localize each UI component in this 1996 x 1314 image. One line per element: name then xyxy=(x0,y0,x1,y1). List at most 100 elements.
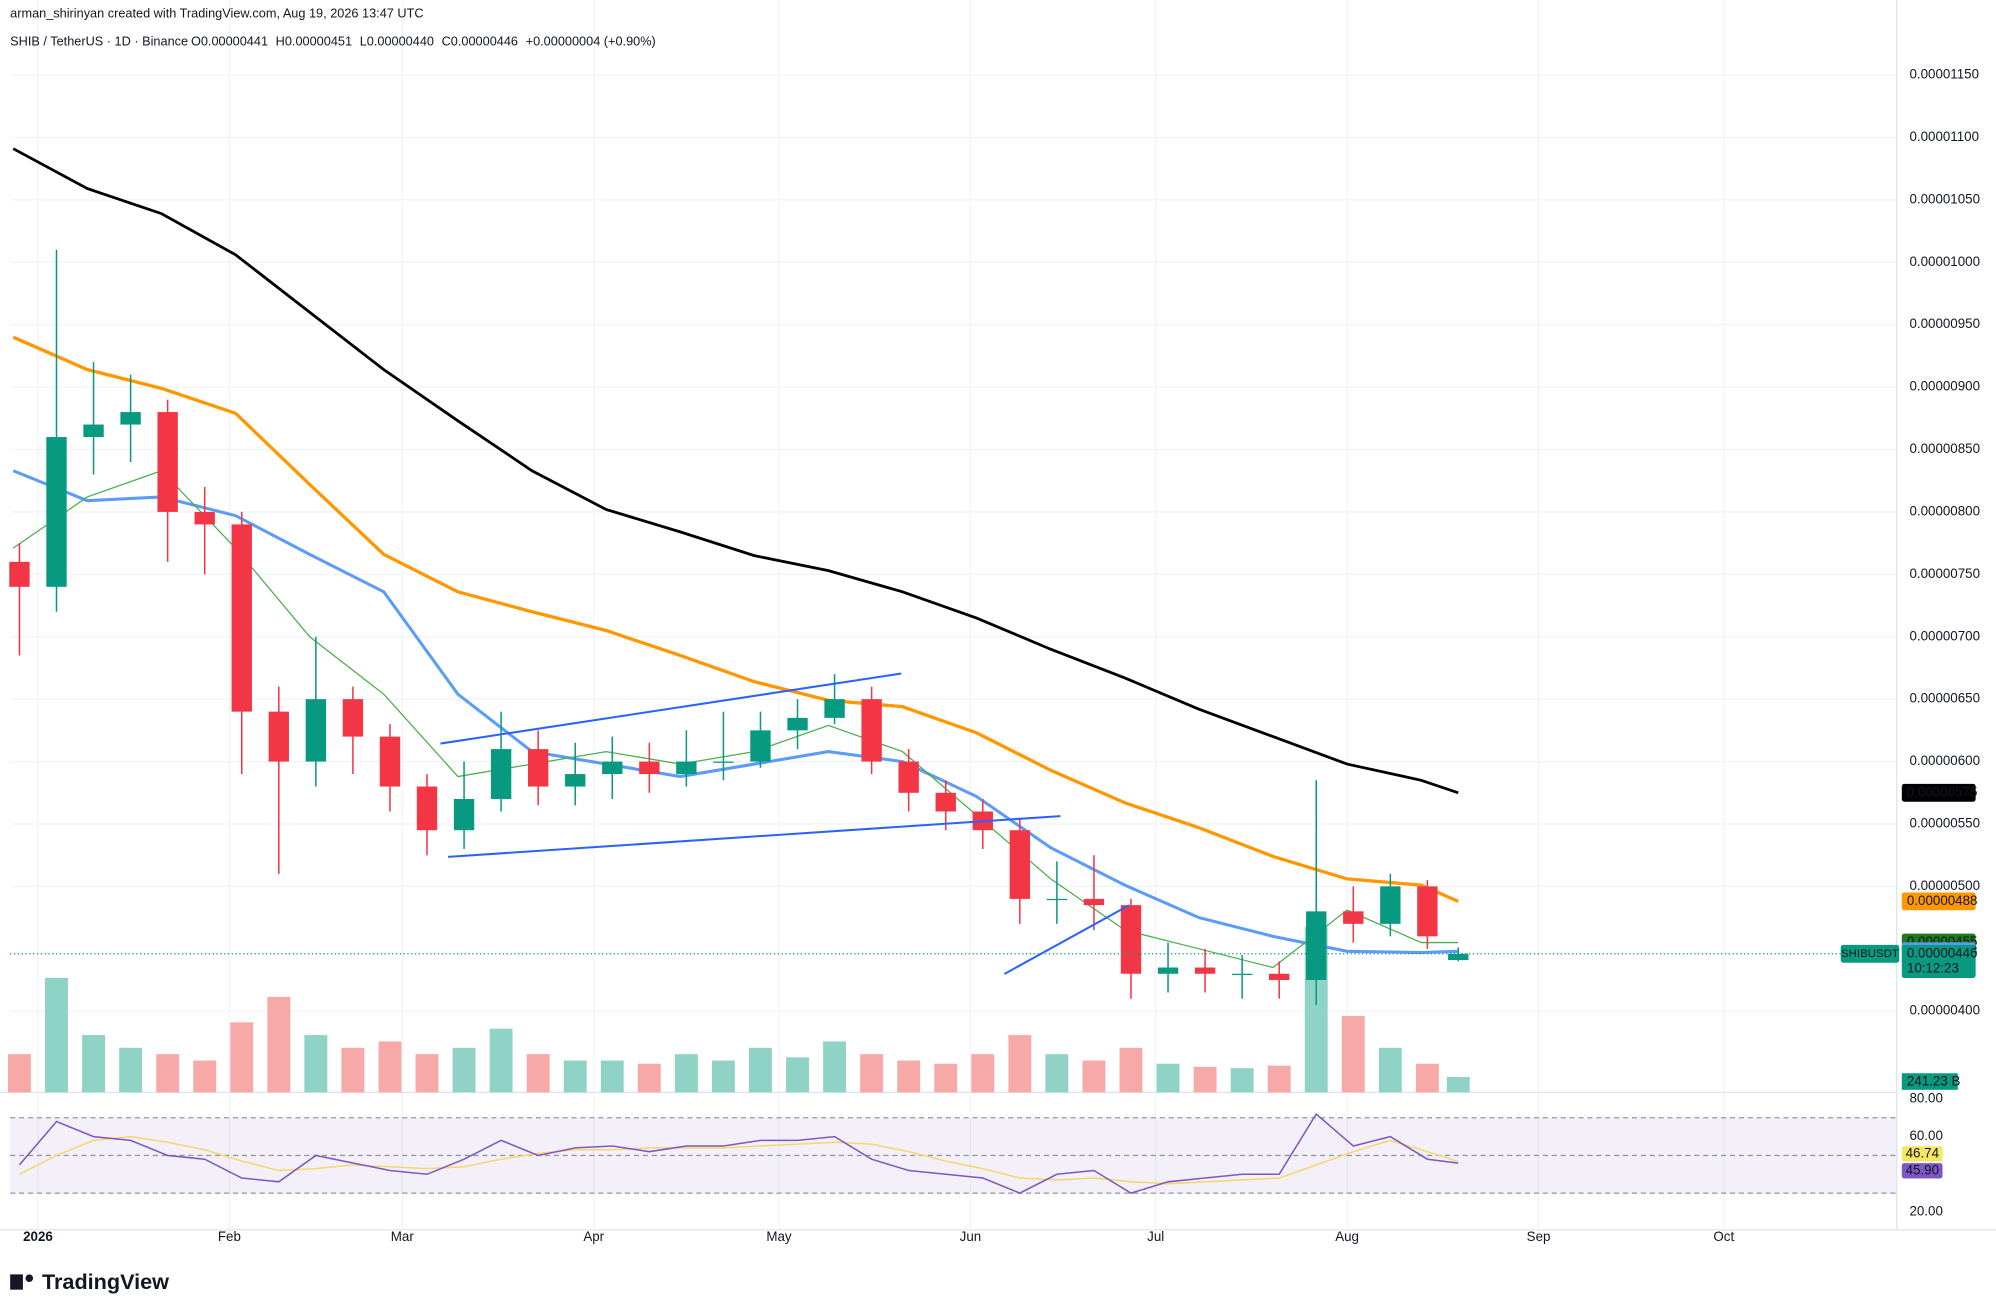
volume-bar xyxy=(1045,1054,1069,1093)
candle-body xyxy=(1157,967,1179,974)
ohlc-value: C0.00000446 xyxy=(442,34,518,49)
candle-body xyxy=(1380,886,1401,924)
volume-bar xyxy=(193,1060,217,1093)
moving-average xyxy=(12,147,1459,795)
volume-bar xyxy=(230,1022,254,1093)
volume-bar xyxy=(1008,1035,1032,1093)
volume-bar xyxy=(1119,1047,1143,1093)
volume-bar xyxy=(489,1028,513,1093)
x-tick-label: Mar xyxy=(391,1229,415,1244)
volume-bar xyxy=(786,1057,809,1093)
y-tick-label: 0.00001050 xyxy=(1909,191,1980,206)
volume-bar xyxy=(637,1063,661,1093)
volume-bar xyxy=(711,1060,735,1093)
volume-bar xyxy=(971,1054,995,1093)
candle-body xyxy=(861,699,882,762)
y-tick-label: 0.00001000 xyxy=(1909,254,1980,269)
candle-body xyxy=(527,749,549,787)
volume-bar xyxy=(156,1054,180,1093)
volume-bar xyxy=(415,1054,439,1093)
volume-pane xyxy=(7,926,1470,1093)
ohlc-value: O0.00000441 xyxy=(191,34,268,49)
price-label: 0.00000575 xyxy=(1907,784,1978,799)
price-label-bg xyxy=(1901,783,1976,802)
trend-line xyxy=(440,672,902,745)
volume-bar xyxy=(1082,1060,1106,1093)
candle-body xyxy=(1194,967,1216,974)
candle-body xyxy=(9,561,30,587)
y-tick-label: 0.00001100 xyxy=(1909,129,1979,144)
symbol: SHIB / TetherUS · 1D · Binance xyxy=(10,34,188,49)
candle-body xyxy=(231,524,252,712)
last-price-bg xyxy=(1901,944,1976,978)
ohlc-legend: O0.00000441 H0.00000451 L0.00000440 C0.0000… xyxy=(191,34,656,49)
rsi-band xyxy=(10,1117,1897,1195)
candle-body xyxy=(379,736,401,787)
volume-bar xyxy=(674,1054,698,1093)
trend-drawings xyxy=(440,672,1130,975)
y-tick-label: 0.00000600 xyxy=(1909,753,1980,768)
candle-body xyxy=(1269,973,1290,981)
volume-bar xyxy=(82,1035,106,1093)
candle-body xyxy=(787,717,808,731)
volume-bar xyxy=(1267,1065,1291,1093)
volume-bar xyxy=(934,1063,958,1093)
symbol-tag-bg xyxy=(1840,944,1900,963)
x-tick-label: Feb xyxy=(218,1229,241,1244)
candle-body xyxy=(750,730,771,762)
rsi-label-bg xyxy=(1901,1163,1943,1179)
trend-line xyxy=(448,815,1061,858)
rsi-label-bg xyxy=(1901,1146,1943,1162)
candle-body xyxy=(194,511,215,525)
y-tick-label: 0.00000900 xyxy=(1909,379,1980,394)
countdown: 10:12:23 xyxy=(1907,961,1959,976)
volume-bar xyxy=(1378,1047,1402,1093)
volume-bar xyxy=(526,1054,550,1093)
rsi-tick-label: 20.00 xyxy=(1909,1203,1942,1218)
volume-bar xyxy=(452,1047,476,1093)
y-tick-label: 0.00000950 xyxy=(1909,316,1980,331)
symbol-tag: SHIBUSDT xyxy=(1841,948,1899,960)
y-tick-label: 0.00000400 xyxy=(1909,1003,1980,1018)
volume-bar xyxy=(304,1035,328,1093)
x-tick-label: Aug xyxy=(1335,1229,1359,1244)
y-tick-label: 0.00000550 xyxy=(1909,816,1980,831)
candle-body xyxy=(342,699,364,737)
volume-bar xyxy=(1415,1063,1439,1093)
candle-body xyxy=(46,437,67,587)
x-tick-label: May xyxy=(766,1229,792,1244)
ohlc-value: H0.00000451 xyxy=(276,34,352,49)
x-tick-label: Sep xyxy=(1527,1229,1551,1244)
volume-bar xyxy=(378,1041,402,1093)
rsi-line xyxy=(18,1112,1459,1194)
x-tick-label: 2026 xyxy=(23,1229,53,1244)
candle-body xyxy=(1083,898,1105,906)
candle-body xyxy=(453,799,475,831)
ohlc-value: L0.00000440 xyxy=(360,34,434,49)
y-tick-label: 0.00000850 xyxy=(1909,441,1980,456)
rsi-label: 46.74 xyxy=(1906,1145,1940,1160)
y-tick-label: 0.00000750 xyxy=(1909,566,1980,581)
candle-body xyxy=(639,761,660,775)
volume-bar xyxy=(119,1047,143,1093)
candle-body xyxy=(1120,905,1142,974)
rsi-label: 45.90 xyxy=(1906,1162,1939,1177)
candle-body xyxy=(1231,973,1253,976)
x-tick-label: Apr xyxy=(583,1229,604,1244)
ohlc-value: +0.00000004 (+0.90%) xyxy=(526,34,656,49)
candles xyxy=(9,249,1469,1005)
candle-body xyxy=(676,761,697,775)
candle-body xyxy=(1046,898,1068,901)
rsi-pane xyxy=(10,1112,1897,1194)
candle-body xyxy=(1343,911,1364,924)
candle-body xyxy=(602,761,623,775)
volume-label-bg xyxy=(1901,1073,1958,1090)
rsi-ma-line xyxy=(19,1135,1459,1185)
candle-body xyxy=(1417,886,1438,937)
volume-bar xyxy=(1446,1076,1470,1093)
x-tick-label: Oct xyxy=(1713,1229,1734,1244)
y-tick-label: 0.00000800 xyxy=(1909,503,1980,518)
price-label: 0.00000488 xyxy=(1907,893,1978,908)
